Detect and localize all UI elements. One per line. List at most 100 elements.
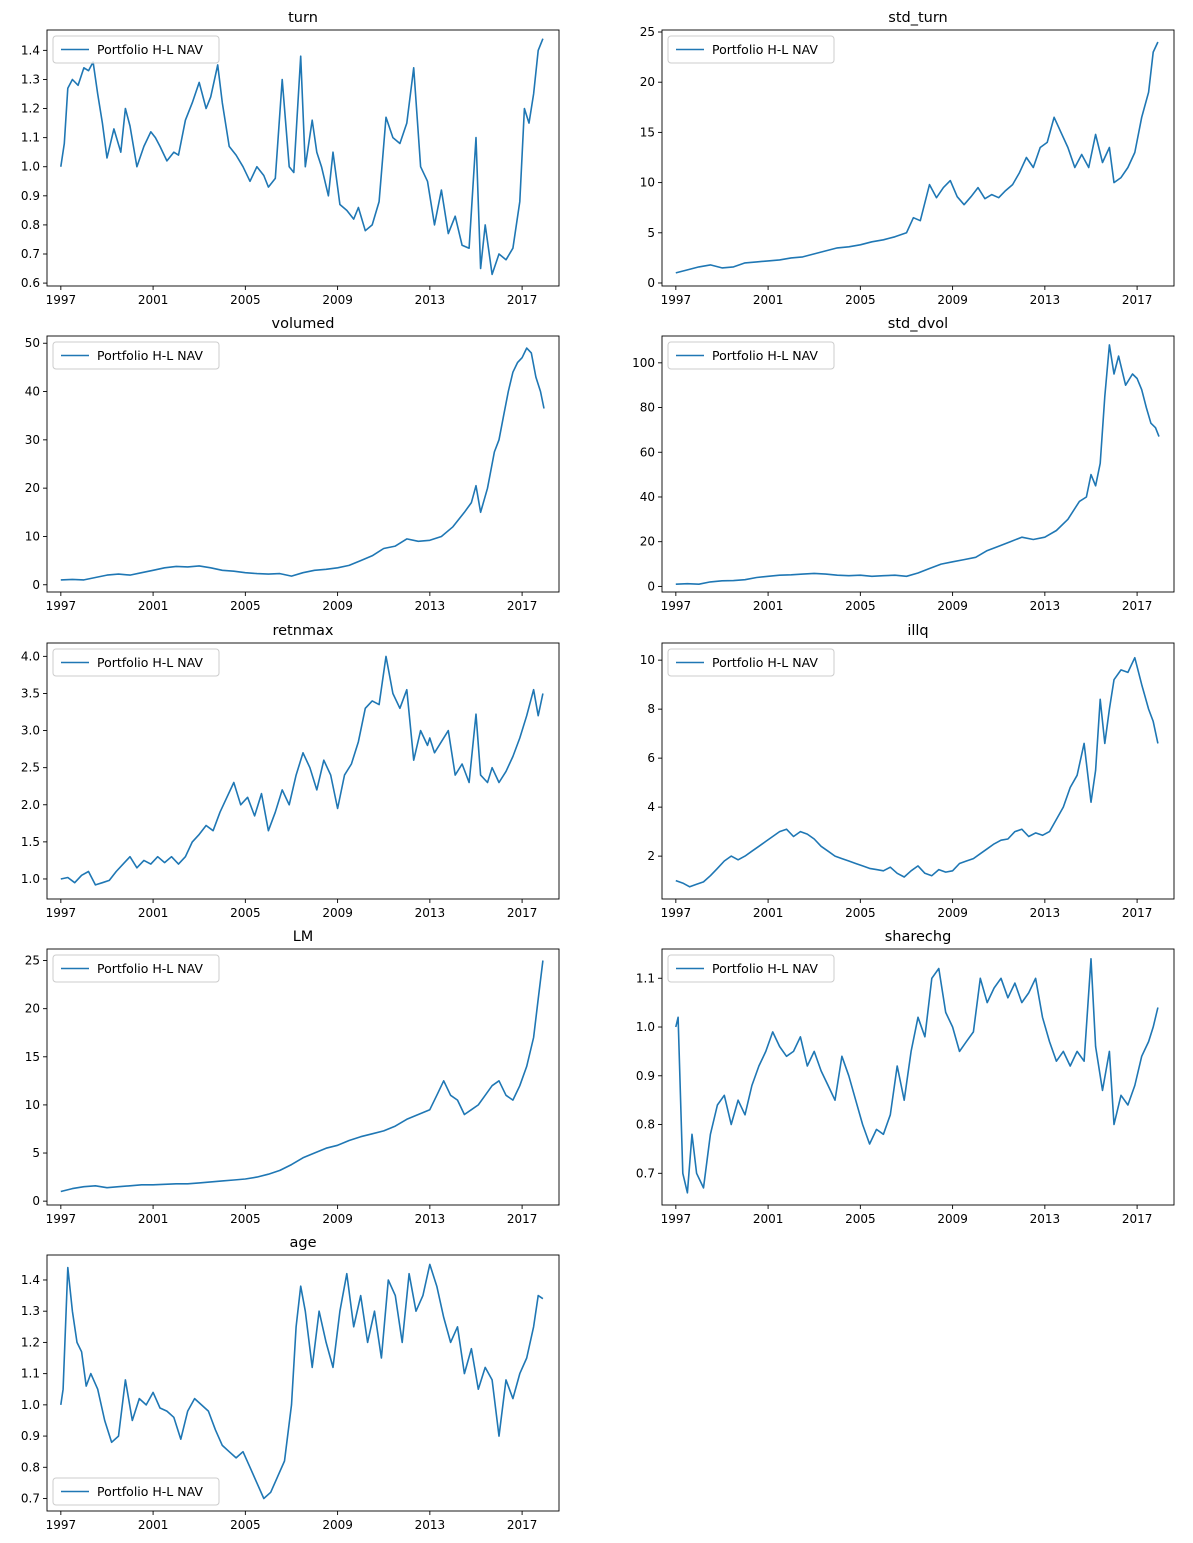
x-tick-label: 2013 (415, 599, 446, 613)
x-tick-label: 2017 (1122, 906, 1153, 920)
x-tick-label: 2013 (415, 1518, 446, 1532)
x-tick-label: 2017 (1122, 1212, 1153, 1226)
y-tick-label: 20 (640, 75, 655, 89)
x-tick-label: 2009 (937, 906, 968, 920)
legend-label: Portfolio H-L NAV (712, 961, 818, 976)
x-tick-label: 2005 (845, 906, 876, 920)
series-line-0 (675, 344, 1160, 586)
subplot-turn: turn 1997 2001 2005 2009 2013 2017 0.6 0.7 0.8 0.9… (21, 10, 560, 307)
x-tick-label: 2001 (138, 599, 169, 613)
y-tick-label: 1.1 (21, 131, 40, 145)
y-tick-label: 2 (647, 849, 655, 863)
y-tick-label: 1.1 (636, 971, 655, 985)
y-tick-label: 10 (25, 529, 40, 543)
legend: Portfolio H-L NAV (667, 341, 835, 370)
x-tick-label: 2013 (1030, 599, 1061, 613)
y-tick-label: 0.8 (21, 218, 40, 232)
y-tick-label: 0 (32, 1194, 40, 1208)
y-tick-label: 25 (640, 25, 655, 39)
legend-box (667, 341, 835, 370)
y-tick-label: 1.2 (21, 1335, 40, 1349)
legend-label: Portfolio H-L NAV (97, 961, 203, 976)
x-tick-label: 2017 (507, 1518, 538, 1532)
y-tick-label: 10 (640, 176, 655, 190)
y-tick-label: 15 (640, 125, 655, 139)
series-line-0 (60, 960, 544, 1193)
y-tick-label: 0.7 (21, 1492, 40, 1506)
x-tick-label: 2005 (845, 599, 876, 613)
x-tick-label: 2017 (507, 1212, 538, 1226)
y-tick-label: 0 (647, 276, 655, 290)
subplot-illq: illq 1997 2001 2005 2009 2013 2017 2 4 6 8 10 Portfo… (640, 623, 1175, 920)
subplot-title: volumed (272, 316, 335, 332)
y-tick-label: 5 (647, 226, 655, 240)
legend: Portfolio H-L NAV (667, 954, 835, 983)
y-tick-label: 100 (632, 356, 655, 370)
series-line-0 (675, 957, 1159, 1194)
x-tick-label: 2013 (415, 1212, 446, 1226)
x-tick-label: 2017 (507, 906, 538, 920)
legend-box (667, 35, 835, 64)
x-tick-label: 2001 (753, 293, 784, 307)
legend-label: Portfolio H-L NAV (712, 348, 818, 363)
x-tick-label: 2005 (230, 1518, 261, 1532)
y-tick-label: 1.4 (21, 1273, 40, 1287)
subplot-title: LM (293, 929, 314, 945)
legend-label: Portfolio H-L NAV (97, 42, 203, 57)
legend-box (52, 341, 220, 370)
x-tick-label: 2009 (322, 1518, 353, 1532)
x-tick-label: 2009 (322, 906, 353, 920)
x-tick-label: 2005 (845, 1212, 876, 1226)
subplot-title: age (289, 1235, 316, 1251)
y-tick-label: 3.5 (21, 686, 40, 700)
series-line-0 (675, 41, 1159, 274)
legend: Portfolio H-L NAV (667, 648, 835, 677)
x-tick-label: 2017 (507, 293, 538, 307)
legend-box (52, 648, 220, 677)
x-tick-label: 1997 (46, 906, 77, 920)
subplot-volumed: volumed 1997 2001 2005 2009 2013 2017 0 10 20 30 40… (25, 316, 560, 613)
x-tick-label: 2013 (415, 293, 446, 307)
y-tick-label: 0.9 (636, 1069, 655, 1083)
legend-label: Portfolio H-L NAV (97, 655, 203, 670)
x-tick-label: 1997 (661, 1212, 692, 1226)
x-tick-label: 1997 (46, 1212, 77, 1226)
y-tick-label: 0.6 (21, 276, 40, 290)
subplot-title: retnmax (272, 623, 333, 639)
series-line-0 (60, 1263, 544, 1500)
subplot-LM: LM 1997 2001 2005 2009 2013 2017 0 5 10 15 20 25 Port… (25, 929, 560, 1226)
x-tick-label: 2009 (937, 293, 968, 307)
legend-box (52, 35, 220, 64)
y-tick-label: 40 (640, 490, 655, 504)
series-line-0 (60, 347, 545, 581)
legend-box (52, 1477, 220, 1506)
legend-box (52, 954, 220, 983)
x-tick-label: 2001 (753, 599, 784, 613)
subplot-title: std_dvol (888, 316, 948, 332)
y-tick-label: 40 (25, 385, 40, 399)
x-tick-label: 2013 (1030, 293, 1061, 307)
x-tick-label: 2017 (1122, 293, 1153, 307)
axes-frame (661, 29, 1175, 287)
x-tick-label: 2005 (845, 293, 876, 307)
x-tick-label: 2009 (322, 1212, 353, 1226)
legend-box (667, 648, 835, 677)
y-tick-label: 0 (32, 578, 40, 592)
y-tick-label: 0.8 (21, 1460, 40, 1474)
legend: Portfolio H-L NAV (667, 35, 835, 64)
x-tick-label: 2009 (322, 293, 353, 307)
x-tick-label: 1997 (46, 599, 77, 613)
x-tick-label: 2009 (937, 1212, 968, 1226)
y-tick-label: 30 (25, 433, 40, 447)
y-tick-label: 1.3 (21, 72, 40, 86)
y-tick-label: 10 (640, 653, 655, 667)
y-tick-label: 15 (25, 1050, 40, 1064)
x-tick-label: 2013 (1030, 1212, 1061, 1226)
subplot-title: turn (288, 10, 318, 26)
y-tick-label: 25 (25, 954, 40, 968)
y-tick-label: 6 (647, 751, 655, 765)
x-tick-label: 2001 (753, 906, 784, 920)
axes-frame (661, 948, 1175, 1206)
axes-frame (46, 948, 560, 1206)
legend: Portfolio H-L NAV (52, 954, 220, 983)
